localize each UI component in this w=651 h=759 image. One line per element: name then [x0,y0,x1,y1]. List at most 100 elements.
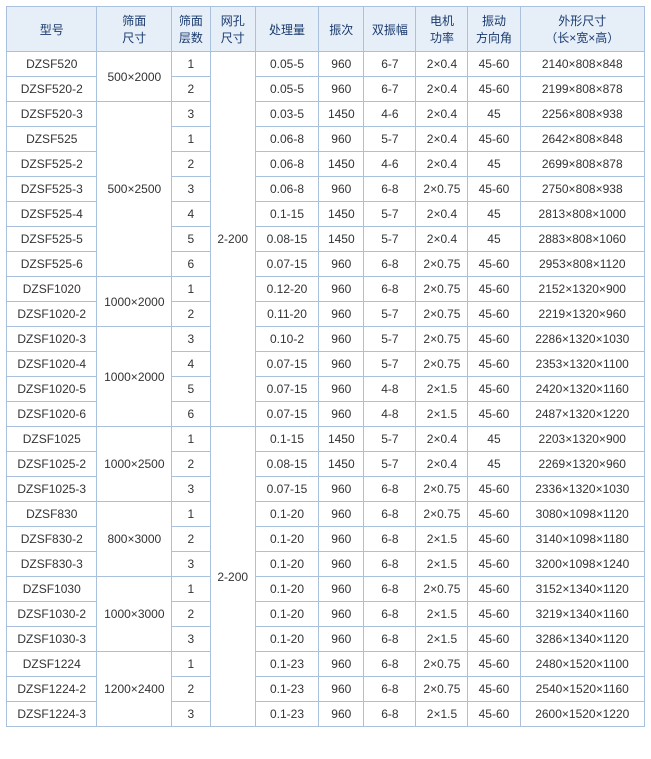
cell-layers: 3 [172,327,210,352]
cell-angle: 45-60 [468,602,520,627]
cell-amp: 6-8 [364,577,416,602]
cell-angle: 45-60 [468,402,520,427]
cell-model: DZSF525-4 [7,202,97,227]
cell-model: DZSF1025-3 [7,477,97,502]
cell-cap: 0.07-15 [255,352,318,377]
cell-power: 2×1.5 [416,527,468,552]
cell-amp: 6-7 [364,52,416,77]
cell-dim: 2203×1320×900 [520,427,645,452]
cell-angle: 45-60 [468,277,520,302]
cell-layers: 3 [172,702,210,727]
cell-angle: 45-60 [468,552,520,577]
cell-freq: 960 [319,127,364,152]
cell-model: DZSF830-3 [7,552,97,577]
cell-layers: 2 [172,77,210,102]
cell-dim: 3286×1340×1120 [520,627,645,652]
cell-amp: 4-6 [364,102,416,127]
cell-power: 2×0.4 [416,52,468,77]
cell-power: 2×1.5 [416,702,468,727]
table-header: 型号筛面尺寸筛面层数网孔尺寸处理量振次双振幅电机功率振动方向角外形尺寸（长×宽×… [7,7,645,52]
cell-freq: 960 [319,377,364,402]
cell-model: DZSF525-3 [7,177,97,202]
cell-power: 2×0.4 [416,227,468,252]
cell-layers: 3 [172,177,210,202]
cell-layers: 6 [172,252,210,277]
cell-angle: 45-60 [468,502,520,527]
cell-angle: 45-60 [468,477,520,502]
table-row: DZSF520-3500×250030.03-514504-62×0.44522… [7,102,645,127]
cell-power: 2×0.75 [416,502,468,527]
cell-freq: 960 [319,602,364,627]
header-col-1: 筛面尺寸 [97,7,172,52]
cell-cap: 0.05-5 [255,77,318,102]
cell-power: 2×0.75 [416,327,468,352]
cell-cap: 0.05-5 [255,52,318,77]
cell-freq: 1450 [319,427,364,452]
cell-dim: 2953×808×1120 [520,252,645,277]
cell-power: 2×0.75 [416,677,468,702]
cell-layers: 2 [172,452,210,477]
cell-power: 2×1.5 [416,552,468,577]
cell-layers: 5 [172,377,210,402]
cell-cap: 0.07-15 [255,377,318,402]
header-col-6: 双振幅 [364,7,416,52]
cell-dim: 3200×1098×1240 [520,552,645,577]
cell-model: DZSF1020-5 [7,377,97,402]
cell-layers: 3 [172,627,210,652]
cell-power: 2×1.5 [416,627,468,652]
cell-angle: 45-60 [468,627,520,652]
cell-layers: 2 [172,152,210,177]
cell-angle: 45 [468,427,520,452]
cell-freq: 960 [319,577,364,602]
cell-freq: 1450 [319,152,364,177]
cell-model: DZSF520-2 [7,77,97,102]
cell-model: DZSF1025-2 [7,452,97,477]
cell-power: 2×0.75 [416,277,468,302]
cell-cap: 0.1-20 [255,627,318,652]
cell-model: DZSF525-6 [7,252,97,277]
cell-layers: 2 [172,527,210,552]
cell-model: DZSF520-3 [7,102,97,127]
cell-power: 2×0.4 [416,202,468,227]
cell-cap: 0.11-20 [255,302,318,327]
cell-angle: 45-60 [468,127,520,152]
cell-cap: 0.06-8 [255,152,318,177]
cell-power: 2×0.75 [416,302,468,327]
cell-dim: 2420×1320×1160 [520,377,645,402]
cell-cap: 0.1-23 [255,702,318,727]
cell-freq: 960 [319,702,364,727]
cell-power: 2×0.75 [416,577,468,602]
cell-freq: 1450 [319,452,364,477]
table-row: DZSF520500×200012-2000.05-59606-72×0.445… [7,52,645,77]
cell-angle: 45-60 [468,527,520,552]
table-body: DZSF520500×200012-2000.05-59606-72×0.445… [7,52,645,727]
cell-model: DZSF1020-3 [7,327,97,352]
cell-layers: 4 [172,202,210,227]
cell-layers: 2 [172,302,210,327]
cell-power: 2×0.75 [416,352,468,377]
cell-cap: 0.1-20 [255,577,318,602]
cell-amp: 6-8 [364,677,416,702]
header-col-7: 电机功率 [416,7,468,52]
cell-cap: 0.1-15 [255,202,318,227]
table-row: DZSF12241200×240010.1-239606-82×0.7545-6… [7,652,645,677]
header-col-5: 振次 [319,7,364,52]
cell-amp: 6-8 [364,252,416,277]
cell-dim: 2699×808×878 [520,152,645,177]
cell-model: DZSF1224-3 [7,702,97,727]
cell-model: DZSF1020-6 [7,402,97,427]
cell-dim: 2269×1320×960 [520,452,645,477]
cell-layers: 4 [172,352,210,377]
cell-dim: 2152×1320×900 [520,277,645,302]
cell-dim: 2353×1320×1100 [520,352,645,377]
cell-dim: 3219×1340×1160 [520,602,645,627]
cell-layers: 1 [172,502,210,527]
cell-cap: 0.1-20 [255,552,318,577]
cell-screen-size: 800×3000 [97,502,172,577]
cell-dim: 2199×808×878 [520,77,645,102]
cell-cap: 0.1-20 [255,602,318,627]
cell-cap: 0.1-23 [255,677,318,702]
cell-cap: 0.1-23 [255,652,318,677]
cell-dim: 2256×808×938 [520,102,645,127]
cell-dim: 2487×1320×1220 [520,402,645,427]
